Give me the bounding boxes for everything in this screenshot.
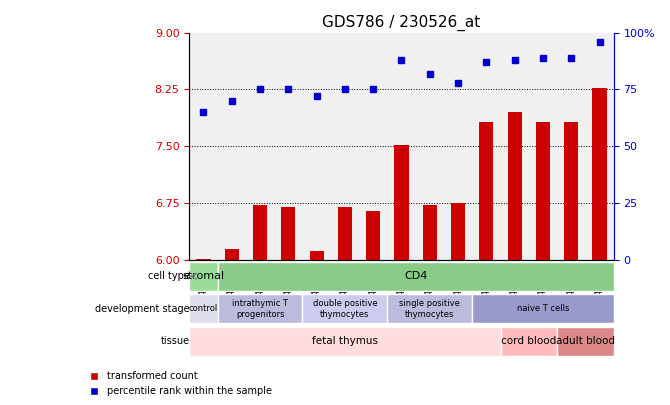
Text: fetal thymus: fetal thymus	[312, 336, 378, 346]
Text: double positive
thymocytes: double positive thymocytes	[313, 299, 377, 319]
Text: control: control	[189, 304, 218, 313]
Bar	[451, 203, 465, 260]
FancyBboxPatch shape	[557, 327, 614, 356]
Text: development stage: development stage	[95, 304, 190, 314]
Bar	[479, 122, 493, 260]
Bar	[281, 207, 295, 260]
Text: cord blood: cord blood	[501, 336, 556, 346]
FancyBboxPatch shape	[387, 294, 472, 324]
Text: cell type: cell type	[148, 271, 190, 281]
Bar	[253, 205, 267, 260]
Bar	[310, 251, 324, 260]
Bar	[196, 258, 210, 260]
Bar	[592, 88, 606, 260]
Bar	[224, 249, 239, 260]
Text: tissue: tissue	[161, 336, 190, 346]
FancyBboxPatch shape	[500, 327, 557, 356]
Legend: transformed count, percentile rank within the sample: transformed count, percentile rank withi…	[85, 367, 275, 400]
FancyBboxPatch shape	[190, 294, 218, 324]
Bar	[395, 145, 409, 260]
FancyBboxPatch shape	[218, 262, 614, 291]
Text: intrathymic T
progenitors: intrathymic T progenitors	[232, 299, 288, 319]
Bar	[536, 122, 550, 260]
Bar	[564, 122, 578, 260]
Bar	[508, 112, 522, 260]
Text: single positive
thymocytes: single positive thymocytes	[399, 299, 460, 319]
Text: stromal: stromal	[182, 271, 224, 281]
Bar	[366, 211, 381, 260]
Bar	[423, 205, 437, 260]
Title: GDS786 / 230526_at: GDS786 / 230526_at	[322, 15, 480, 31]
Bar	[338, 207, 352, 260]
FancyBboxPatch shape	[190, 327, 500, 356]
Text: adult blood: adult blood	[556, 336, 615, 346]
FancyBboxPatch shape	[218, 294, 302, 324]
FancyBboxPatch shape	[472, 294, 614, 324]
FancyBboxPatch shape	[302, 294, 387, 324]
Text: naive T cells: naive T cells	[517, 304, 569, 313]
Text: CD4: CD4	[404, 271, 427, 281]
FancyBboxPatch shape	[190, 262, 218, 291]
